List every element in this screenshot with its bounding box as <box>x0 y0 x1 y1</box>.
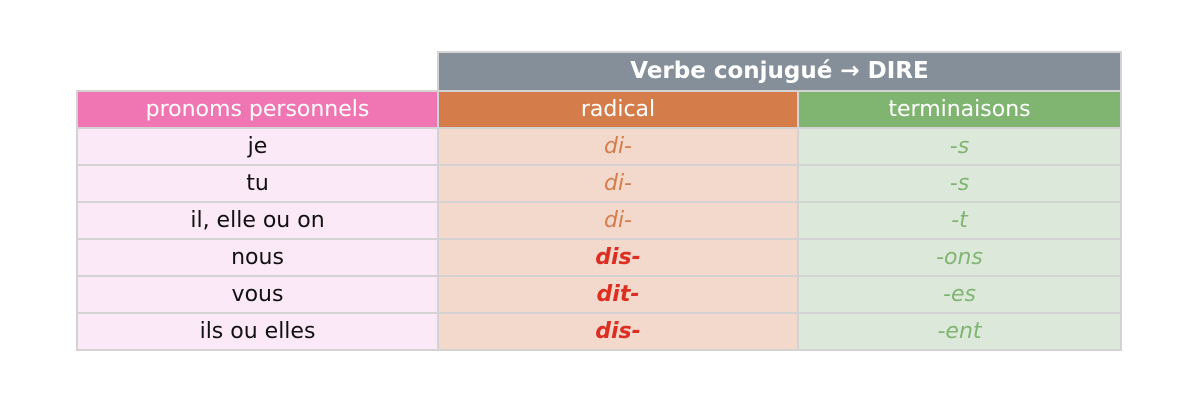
radical-cell: di- <box>437 127 799 166</box>
pronoun-cell: tu <box>76 164 439 203</box>
radical-cell: dis- <box>437 238 799 277</box>
pronoun-cell: nous <box>76 238 439 277</box>
header-endings: terminaisons <box>797 90 1122 129</box>
table-row: nous dis- -ons <box>76 238 1122 277</box>
pronoun-cell: vous <box>76 275 439 314</box>
pronoun-cell: je <box>76 127 439 166</box>
ending-cell: -s <box>797 127 1122 166</box>
ending-cell: -ent <box>797 312 1122 351</box>
radical-cell: dis- <box>437 312 799 351</box>
table-row: vous dit- -es <box>76 275 1122 314</box>
ending-cell: -s <box>797 164 1122 203</box>
ending-cell: -t <box>797 201 1122 240</box>
header-radical: radical <box>437 90 799 129</box>
pronoun-cell: il, elle ou on <box>76 201 439 240</box>
table-row: ils ou elles dis- -ent <box>76 312 1122 351</box>
pronoun-cell: ils ou elles <box>76 312 439 351</box>
conjugation-table: Verbe conjugué → DIRE pronoms personnels… <box>76 51 1122 351</box>
table-row: il, elle ou on di- -t <box>76 201 1122 240</box>
table-row: je di- -s <box>76 127 1122 166</box>
ending-cell: -es <box>797 275 1122 314</box>
table-row: tu di- -s <box>76 164 1122 203</box>
header-pronouns: pronoms personnels <box>76 90 439 129</box>
radical-cell: di- <box>437 164 799 203</box>
ending-cell: -ons <box>797 238 1122 277</box>
table-title: Verbe conjugué → DIRE <box>437 51 1122 92</box>
radical-cell: dit- <box>437 275 799 314</box>
radical-cell: di- <box>437 201 799 240</box>
empty-corner <box>77 52 439 92</box>
